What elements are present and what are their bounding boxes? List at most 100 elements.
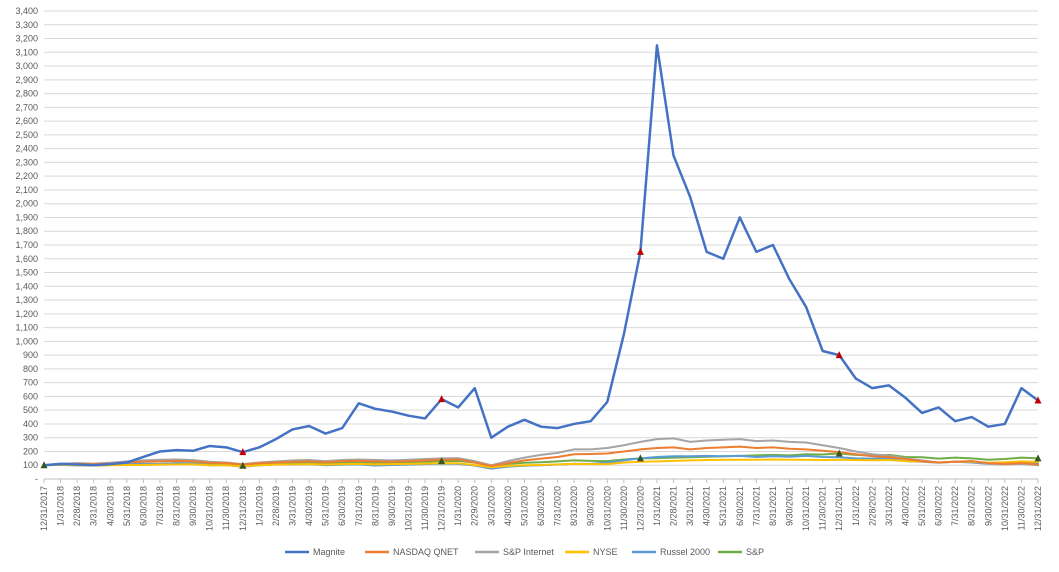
y-tick-label: 3,400: [15, 6, 38, 16]
x-tick-label: 12/31/2021: [834, 486, 844, 531]
x-tick-label: 10/31/2022: [1000, 486, 1010, 531]
x-tick-label: 6/30/2022: [934, 486, 944, 526]
x-tick-label: 9/30/2018: [188, 486, 198, 526]
y-tick-label: 2,000: [15, 199, 38, 209]
x-tick-label: 11/30/2019: [420, 486, 430, 530]
y-tick-label: 3,300: [15, 20, 38, 30]
x-tick-label: 1/31/2020: [453, 486, 463, 526]
y-tick-label: 1,100: [15, 323, 38, 333]
x-axis: 12/31/2017 1/31/2018 2/28/2018 3/31/2018 4/3…: [39, 478, 1043, 531]
x-tick-label: 11/30/2018: [221, 486, 231, 530]
triangle-marker: [636, 247, 644, 255]
y-tick-label: 3,200: [15, 34, 38, 44]
x-tick-label: 6/30/2018: [138, 486, 148, 526]
series-line-nyse: [43, 458, 1039, 469]
y-tick-label: -: [35, 474, 38, 484]
x-tick-label: 6/30/2019: [337, 486, 347, 526]
x-tick-label: 10/31/2021: [801, 486, 811, 531]
y-tick-label: 1,500: [15, 268, 38, 278]
gridlines: [44, 10, 1038, 480]
y-tick-label: 1,800: [15, 226, 38, 236]
y-tick-label: 3,000: [15, 61, 38, 71]
x-tick-label: 8/31/2018: [172, 486, 182, 526]
x-tick-label: 5/31/2021: [718, 486, 728, 526]
y-tick-label: 1,300: [15, 295, 38, 305]
legend: Magnite NASDAQ QNET S&P Internet NYSE Russel…: [285, 547, 764, 557]
y-tick-label: 600: [23, 391, 38, 401]
legend-label: Magnite: [313, 547, 345, 557]
y-tick-label: 100: [23, 460, 38, 470]
triangle-marker: [1034, 396, 1042, 404]
x-tick-label: 5/31/2018: [122, 486, 132, 526]
legend-item: S&P Internet: [475, 547, 554, 557]
y-tick-label: 2,100: [15, 185, 38, 195]
x-tick-label: 7/31/2020: [553, 486, 563, 526]
x-tick-label: 1/31/2021: [652, 486, 662, 526]
legend-item: NASDAQ QNET: [365, 547, 459, 557]
y-tick-label: 2,700: [15, 102, 38, 112]
y-tick-label: 2,300: [15, 157, 38, 167]
x-tick-label: 6/30/2020: [536, 486, 546, 526]
y-tick-label: 1,700: [15, 240, 38, 250]
x-tick-label: 10/31/2018: [205, 486, 215, 531]
x-tick-label: 5/31/2019: [321, 486, 331, 526]
y-tick-label: 200: [23, 446, 38, 456]
triangle-marker: [438, 457, 446, 465]
x-tick-label: 12/31/2022: [1033, 486, 1043, 531]
series-lines: [42, 44, 1040, 470]
triangle-marker: [438, 395, 446, 403]
x-tick-label: 4/30/2020: [503, 486, 513, 526]
x-tick-label: 6/30/2021: [735, 486, 745, 526]
y-tick-label: 2,600: [15, 116, 38, 126]
y-tick-label: 2,200: [15, 171, 38, 181]
y-tick-label: 500: [23, 405, 38, 415]
y-tick-label: 800: [23, 364, 38, 374]
x-tick-label: 3/31/2021: [685, 486, 695, 526]
y-tick-label: 1,600: [15, 254, 38, 264]
y-tick-label: 2,400: [15, 144, 38, 154]
x-tick-label: 8/31/2022: [967, 486, 977, 526]
x-tick-label: 11/30/2021: [818, 486, 828, 530]
x-tick-label: 11/30/2020: [619, 486, 629, 530]
legend-label: Russel 2000: [660, 547, 710, 557]
x-tick-label: 8/31/2020: [569, 486, 579, 526]
x-tick-label: 11/30/2022: [1016, 486, 1026, 530]
x-tick-label: 5/31/2020: [519, 486, 529, 526]
triangle-marker: [1034, 454, 1042, 462]
y-tick-label: 1,400: [15, 281, 38, 291]
series-line-nasdaq-qnet: [43, 445, 1039, 467]
x-tick-label: 12/31/2018: [238, 486, 248, 531]
x-tick-label: 10/31/2019: [403, 486, 413, 531]
x-tick-label: 9/30/2021: [785, 486, 795, 526]
triangle-marker: [239, 448, 247, 456]
x-tick-label: 2/28/2022: [867, 486, 877, 526]
x-tick-label: 7/31/2019: [354, 486, 364, 526]
x-tick-label: 12/31/2019: [437, 486, 447, 531]
x-tick-label: 3/31/2018: [89, 486, 99, 526]
x-tick-label: 3/31/2019: [288, 486, 298, 526]
y-tick-label: 1,900: [15, 212, 38, 222]
x-tick-label: 2/28/2018: [72, 486, 82, 526]
y-tick-label: 400: [23, 419, 38, 429]
x-tick-label: 3/31/2022: [884, 486, 894, 526]
x-tick-label: 2/29/2020: [470, 486, 480, 526]
y-tick-label: 300: [23, 433, 38, 443]
legend-label: S&P Internet: [503, 547, 554, 557]
triangle-marker: [835, 351, 843, 359]
x-tick-label: 3/31/2020: [486, 486, 496, 526]
legend-label: NASDAQ QNET: [393, 547, 459, 557]
x-tick-label: 9/30/2019: [387, 486, 397, 526]
x-tick-label: 1/31/2019: [254, 486, 264, 526]
legend-label: S&P: [746, 547, 764, 557]
x-tick-label: 9/30/2020: [586, 486, 596, 526]
y-tick-label: 2,900: [15, 75, 38, 85]
triangle-marker: [40, 461, 48, 469]
triangle-marker: [239, 461, 247, 469]
x-tick-label: 4/30/2019: [304, 486, 314, 526]
y-tick-label: 3,100: [15, 47, 38, 57]
series-line-magnite: [42, 44, 1040, 467]
series-markers: [40, 247, 1042, 469]
triangle-marker: [636, 454, 644, 462]
